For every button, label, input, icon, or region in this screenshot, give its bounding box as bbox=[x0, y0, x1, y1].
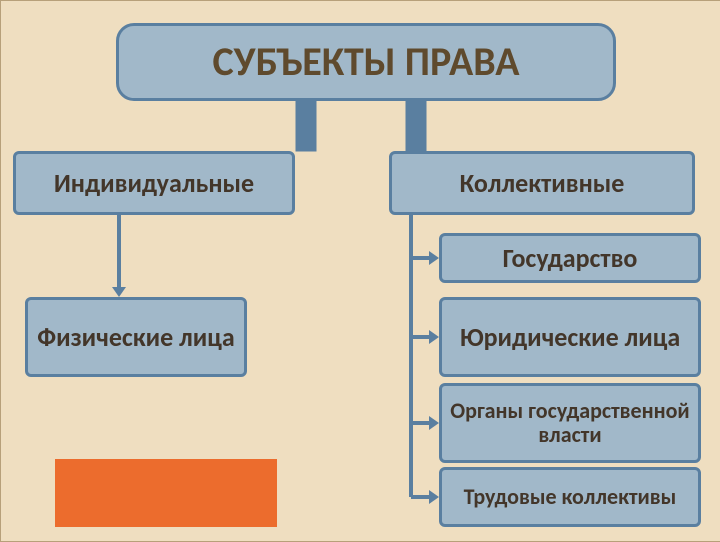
right-item-0: Государство bbox=[439, 233, 701, 283]
right-item-3: Трудовые коллективы bbox=[439, 467, 701, 527]
accent-bar bbox=[55, 459, 277, 527]
right-item-1: Юридические лица bbox=[439, 297, 701, 377]
right-top-node: Коллективные bbox=[389, 151, 695, 215]
title-node: СУБЪЕКТЫ ПРАВА bbox=[116, 23, 616, 101]
diagram-canvas: СУБЪЕКТЫ ПРАВА Индивидуальные Коллективные… bbox=[0, 0, 720, 542]
right-item-2: Органы государственной власти bbox=[439, 383, 701, 463]
left-top-node: Индивидуальные bbox=[13, 151, 295, 215]
left-child-node: Физические лица bbox=[25, 297, 247, 377]
